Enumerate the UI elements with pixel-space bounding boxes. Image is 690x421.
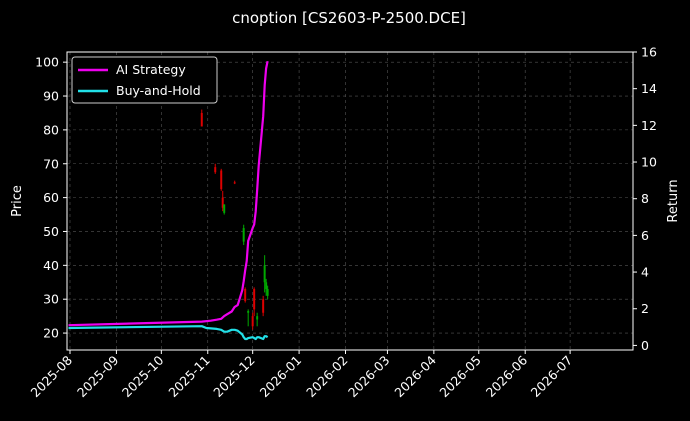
y-axis-label: Price [10,185,25,217]
candle-body [242,228,245,242]
legend-box [71,56,218,104]
y2-tick-label: 4 [641,265,649,280]
candle-body [221,197,224,208]
y2-tick-label: 8 [641,191,649,206]
y-tick-label: 90 [43,89,59,104]
candle-body [253,289,256,310]
candle-body [244,289,247,301]
y-tick-label: 80 [43,122,59,137]
candle-body [223,204,226,213]
candle-body [262,299,265,313]
y2-tick-label: 16 [641,45,657,60]
grid [67,52,633,350]
legend-label-strategy: AI Strategy [116,62,186,77]
y2-tick-label: 0 [641,338,649,353]
y-tick-label: 100 [35,55,59,70]
candle-body [214,167,217,173]
y2-tick-label: 6 [641,228,649,243]
candle-body [247,311,250,313]
candle-body [265,282,268,290]
y-tick-label: 50 [43,224,59,239]
candle-body [233,182,236,184]
y2-tick-label: 10 [641,155,657,170]
candle-body [256,316,259,320]
candlesticks [200,109,269,330]
candle-body [220,170,223,190]
plot-frame [66,51,634,351]
candle-body [263,265,266,283]
series-lines [68,60,269,341]
series-line-ai-strategy [68,60,269,327]
y2-tick-label: 2 [641,301,649,316]
y-tick-label: 30 [43,292,59,307]
series-line-buy-and-hold [68,325,269,341]
candle-body [200,112,203,127]
y2-tick-label: 12 [641,118,657,133]
candle-body [266,289,269,296]
legend: AI Strategy Buy-and-Hold [71,56,218,104]
legend-label-buyhold: Buy-and-Hold [116,83,201,98]
candle-body [251,316,254,327]
y-tick-label: 60 [43,190,59,205]
y2-axis-label: Return [666,179,681,222]
y-axis-left: 20 30 40 50 60 70 80 90 100 [35,55,67,341]
y2-tick-label: 14 [641,81,657,96]
y-tick-label: 70 [43,156,59,171]
y-axis-right: 0 2 4 6 8 10 12 14 16 [633,45,657,353]
chart-title: cnoption [CS2603-P-2500.DCE] [232,9,466,27]
y-tick-label: 20 [43,326,59,341]
y-tick-label: 40 [43,258,59,273]
